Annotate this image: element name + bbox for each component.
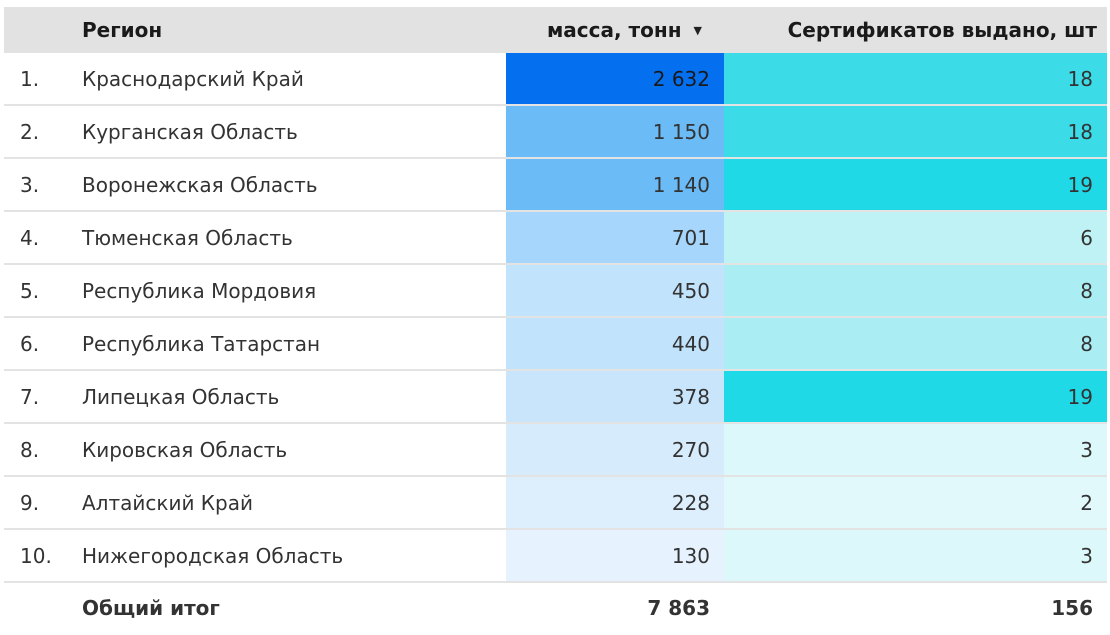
row-index: 2. bbox=[20, 119, 40, 144]
row-region: Алтайский Край bbox=[82, 490, 253, 515]
table-row[interactable]: 10. Нижегородская Область 130 3 bbox=[4, 530, 1107, 583]
row-index: 7. bbox=[20, 384, 40, 409]
row-mass: 378 bbox=[506, 371, 724, 422]
row-region: Нижегородская Область bbox=[82, 543, 344, 568]
table-row[interactable]: 4. Тюменская Область 701 6 bbox=[4, 212, 1107, 265]
footer-mass-total: 7 863 bbox=[647, 596, 710, 620]
header-region[interactable]: Регион bbox=[82, 18, 163, 42]
row-certs: 18 bbox=[724, 53, 1107, 104]
row-mass: 2 632 bbox=[506, 53, 724, 104]
row-region: Республика Мордовия bbox=[82, 278, 317, 303]
row-index: 4. bbox=[20, 225, 40, 250]
row-mass: 1 140 bbox=[506, 159, 724, 210]
table-row[interactable]: 5. Республика Мордовия 450 8 bbox=[4, 265, 1107, 318]
header-mass[interactable]: масса, тонн ▼ bbox=[506, 7, 724, 53]
table-body: 1. Краснодарский Край 2 632 18 2. Курганская … bbox=[4, 53, 1107, 583]
row-certs: 3 bbox=[724, 530, 1107, 581]
table-row[interactable]: 6. Республика Татарстан 440 8 bbox=[4, 318, 1107, 371]
row-mass: 450 bbox=[506, 265, 724, 316]
row-certs: 6 bbox=[724, 212, 1107, 263]
row-index: 1. bbox=[20, 66, 40, 91]
row-mass: 270 bbox=[506, 424, 724, 475]
row-region: Республика Татарстан bbox=[82, 331, 321, 356]
row-region: Воронежская Область bbox=[82, 172, 318, 197]
row-region: Курганская Область bbox=[82, 119, 298, 144]
row-index: 9. bbox=[20, 490, 40, 515]
footer-label: Общий итог bbox=[82, 596, 220, 620]
row-region: Тюменская Область bbox=[82, 225, 293, 250]
row-mass: 228 bbox=[506, 477, 724, 528]
sort-desc-icon[interactable]: ▼ bbox=[693, 23, 702, 37]
row-index: 10. bbox=[20, 543, 52, 568]
footer-index-cell bbox=[4, 583, 82, 633]
table-row[interactable]: 7. Липецкая Область 378 19 bbox=[4, 371, 1107, 424]
header-certs[interactable]: Сертификатов выдано, шт bbox=[787, 18, 1097, 42]
row-certs: 19 bbox=[724, 371, 1107, 422]
row-region: Кировская Область bbox=[82, 437, 288, 462]
row-index: 6. bbox=[20, 331, 40, 356]
table-row[interactable]: 3. Воронежская Область 1 140 19 bbox=[4, 159, 1107, 212]
row-mass: 130 bbox=[506, 530, 724, 581]
row-mass: 701 bbox=[506, 212, 724, 263]
row-certs: 2 bbox=[724, 477, 1107, 528]
table-row[interactable]: 9. Алтайский Край 228 2 bbox=[4, 477, 1107, 530]
row-certs: 19 bbox=[724, 159, 1107, 210]
row-certs: 18 bbox=[724, 106, 1107, 157]
table-footer: Общий итог 7 863 156 bbox=[4, 583, 1107, 633]
row-region: Липецкая Область bbox=[82, 384, 280, 409]
table-row[interactable]: 8. Кировская Область 270 3 bbox=[4, 424, 1107, 477]
table-header: Регион масса, тонн ▼ Сертификатов выдано… bbox=[4, 7, 1107, 53]
row-mass: 440 bbox=[506, 318, 724, 369]
row-certs: 8 bbox=[724, 318, 1107, 369]
row-index: 8. bbox=[20, 437, 40, 462]
row-certs: 3 bbox=[724, 424, 1107, 475]
row-mass: 1 150 bbox=[506, 106, 724, 157]
header-index-cell bbox=[4, 7, 82, 53]
row-index: 5. bbox=[20, 278, 40, 303]
table-row[interactable]: 1. Краснодарский Край 2 632 18 bbox=[4, 53, 1107, 106]
data-table: Регион масса, тонн ▼ Сертификатов выдано… bbox=[4, 7, 1107, 633]
footer-certs-total: 156 bbox=[1051, 596, 1093, 620]
row-region: Краснодарский Край bbox=[82, 66, 304, 91]
header-mass-label: масса, тонн bbox=[546, 18, 682, 42]
table-row[interactable]: 2. Курганская Область 1 150 18 bbox=[4, 106, 1107, 159]
row-certs: 8 bbox=[724, 265, 1107, 316]
row-index: 3. bbox=[20, 172, 40, 197]
